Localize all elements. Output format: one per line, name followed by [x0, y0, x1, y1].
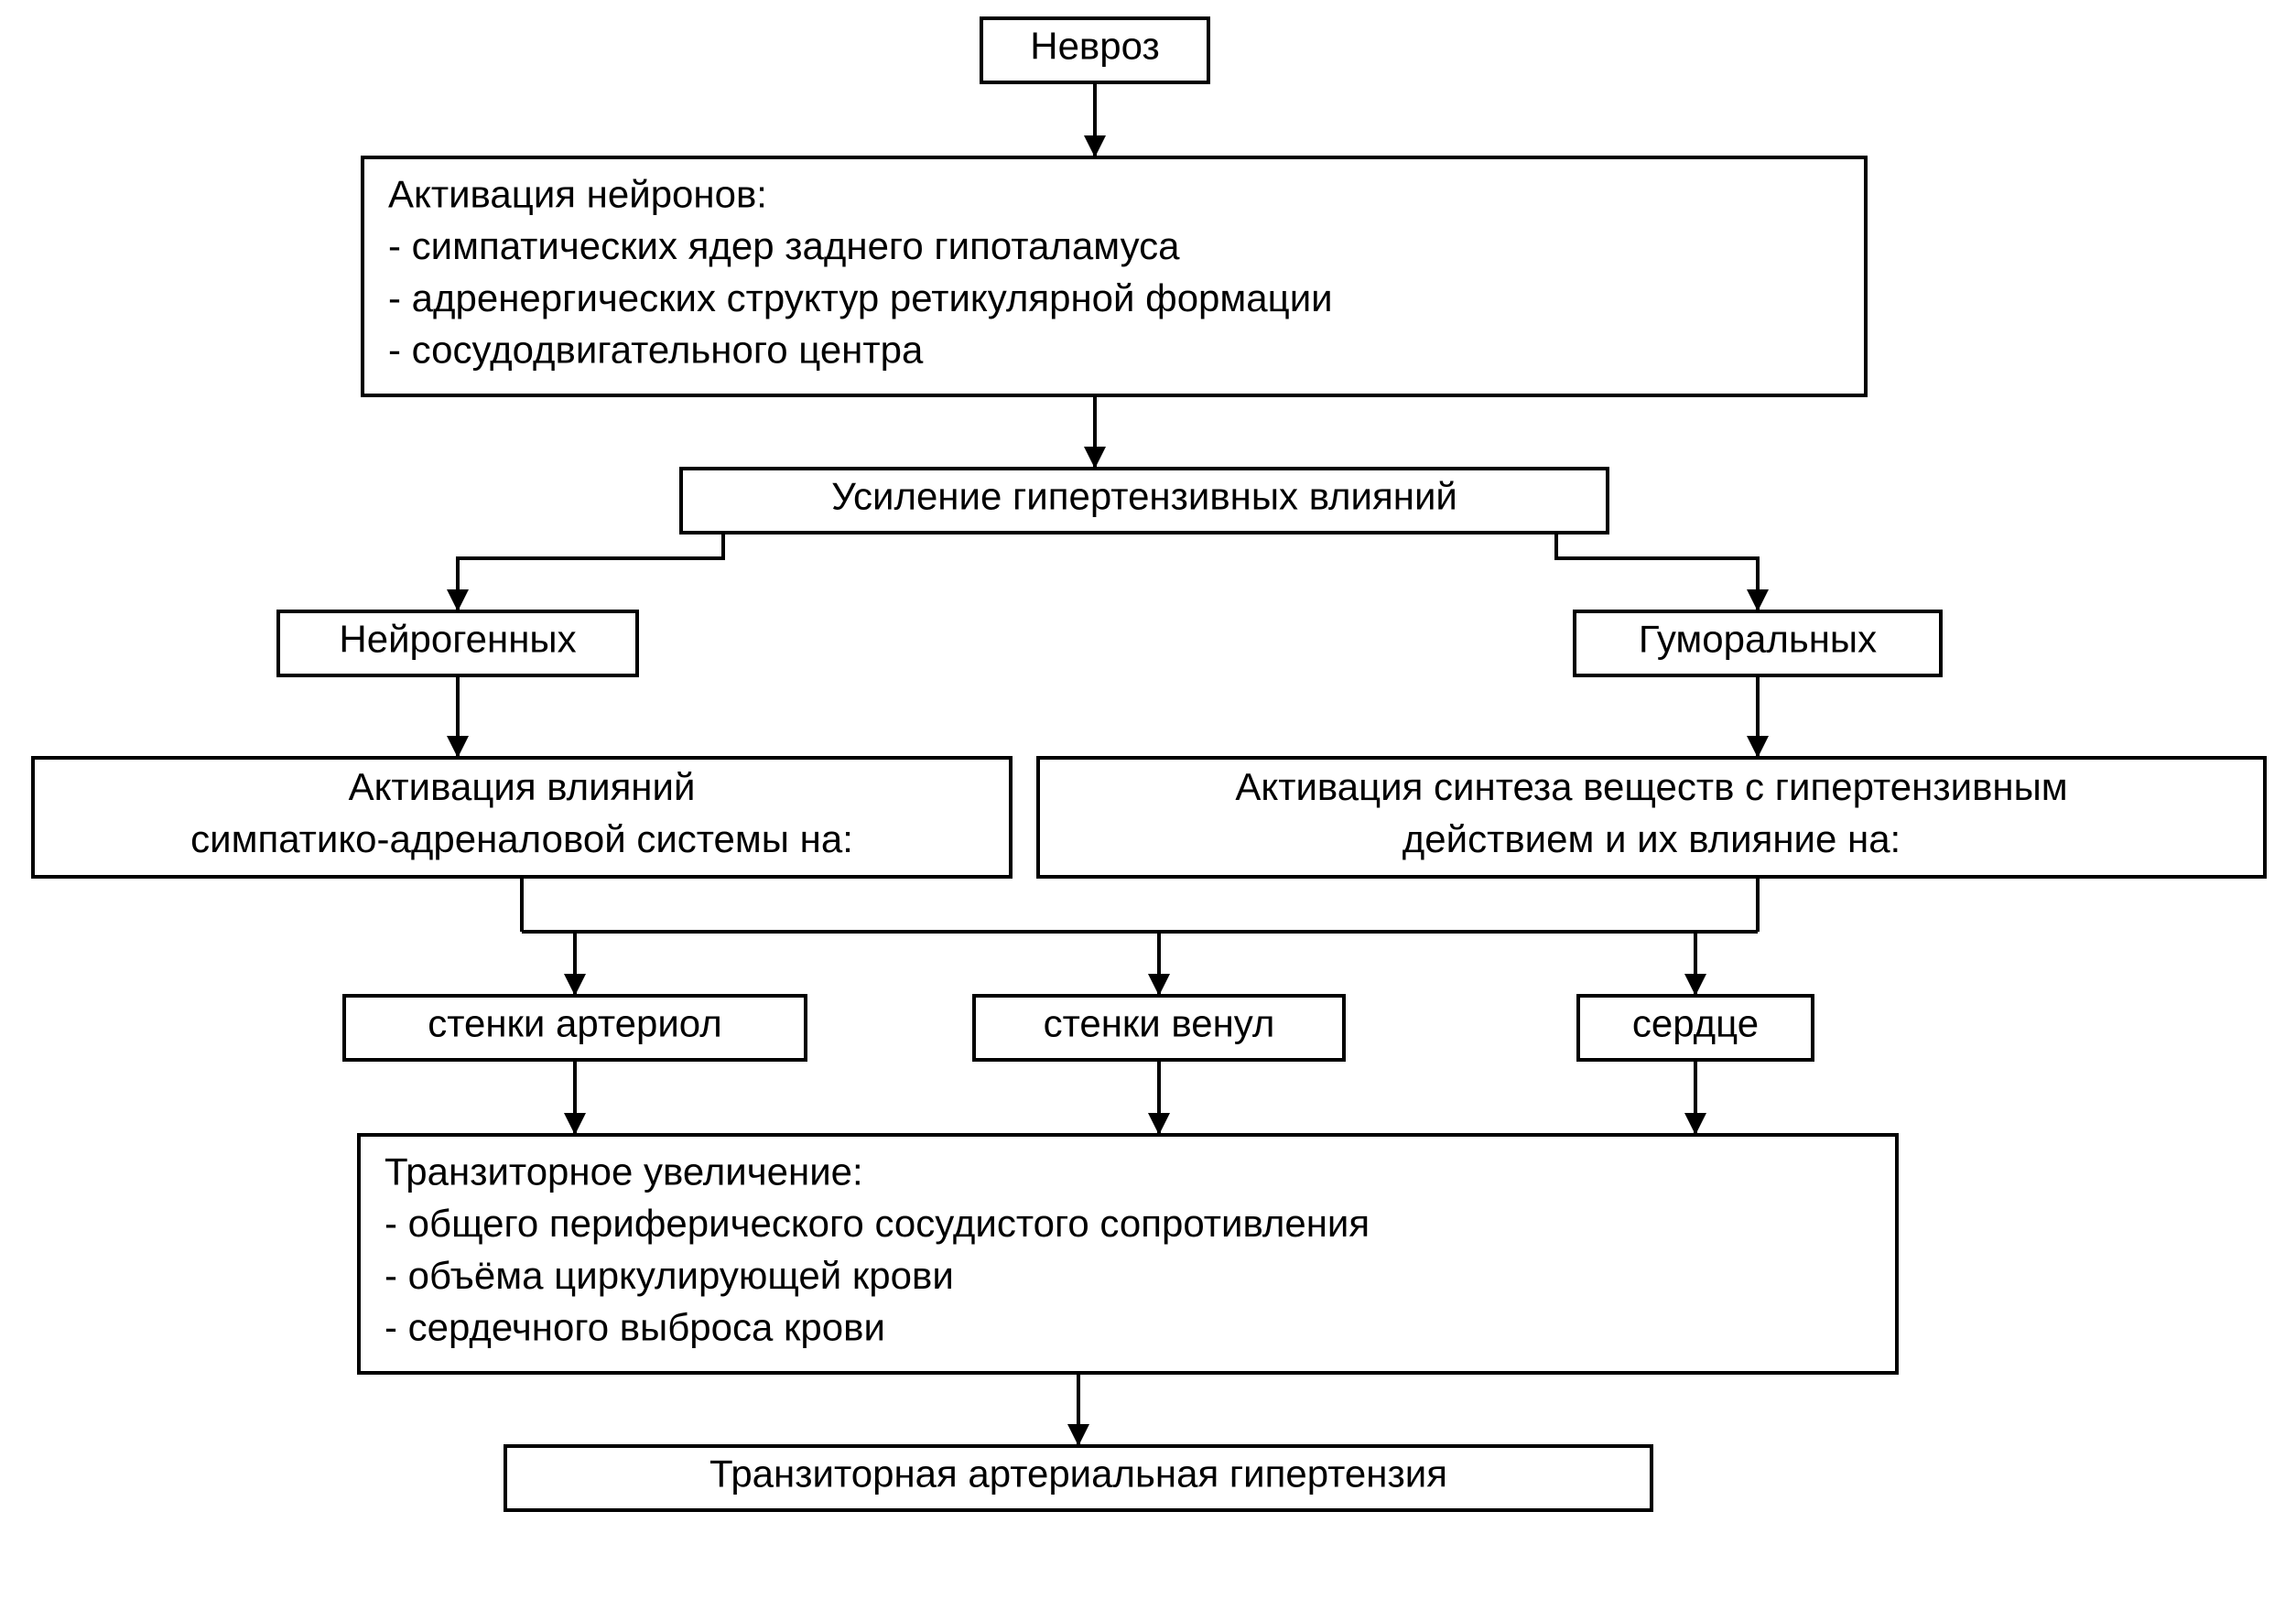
- node-n6: Активация влияний симпатико-адреналовой с…: [33, 758, 1011, 877]
- node-n6-line-0: Активация влияний: [349, 765, 696, 808]
- node-n1: Невроз: [981, 18, 1208, 82]
- nodes-group: Невроз Активация нейронов: - симпатических…: [33, 18, 2265, 1510]
- node-n2-line-1: - симпатических ядер заднего гипоталамус…: [388, 224, 1180, 267]
- edge-n3-n4: [458, 533, 723, 611]
- node-n11-line-1: - общего периферического сосудистого соп…: [384, 1202, 1370, 1245]
- node-n7-line-0: Активация синтеза веществ с гипертензивн…: [1235, 765, 2067, 808]
- flowchart-canvas: Невроз Активация нейронов: - симпатических…: [0, 0, 2296, 1598]
- node-n11-line-2: - объёма циркулирующей крови: [384, 1254, 954, 1297]
- node-n5-line-0: Гуморальных: [1639, 617, 1877, 660]
- node-n4: Нейрогенных: [278, 611, 637, 675]
- node-n4-line-0: Нейрогенных: [339, 617, 576, 660]
- node-n9: стенки венул: [974, 996, 1344, 1060]
- node-n8-line-0: стенки артериол: [428, 1001, 722, 1044]
- node-n2: Активация нейронов: - симпатических ядер …: [363, 157, 1866, 395]
- node-n3-line-0: Усиление гипертензивных влияний: [831, 474, 1457, 517]
- node-n3: Усиление гипертензивных влияний: [681, 469, 1608, 533]
- node-n8: стенки артериол: [344, 996, 806, 1060]
- node-n11: Транзиторное увеличение: - общего перифер…: [359, 1135, 1897, 1373]
- node-n10: сердце: [1578, 996, 1813, 1060]
- node-n11-line-3: - сердечного выброса крови: [384, 1306, 885, 1349]
- node-n6-line-1: симпатико-адреналовой системы на:: [190, 817, 853, 860]
- node-n11-line-0: Транзиторное увеличение:: [384, 1150, 863, 1193]
- node-n7-line-1: действием и их влияние на:: [1403, 817, 1901, 860]
- node-n10-line-0: сердце: [1632, 1001, 1759, 1044]
- node-n5: Гуморальных: [1575, 611, 1941, 675]
- node-n2-line-3: - сосудодвигательного центра: [388, 329, 924, 372]
- node-n2-line-2: - адренергических структур ретикулярной …: [388, 276, 1333, 319]
- node-n9-line-0: стенки венул: [1044, 1001, 1275, 1044]
- node-n7: Активация синтеза веществ с гипертензивн…: [1038, 758, 2265, 877]
- node-n2-line-0: Активация нейронов:: [388, 172, 767, 215]
- edge-n3-n5: [1556, 533, 1758, 611]
- node-n1-line-0: Невроз: [1030, 24, 1160, 67]
- node-n12-line-0: Транзиторная артериальная гипертензия: [709, 1452, 1447, 1495]
- node-n12: Транзиторная артериальная гипертензия: [505, 1446, 1652, 1510]
